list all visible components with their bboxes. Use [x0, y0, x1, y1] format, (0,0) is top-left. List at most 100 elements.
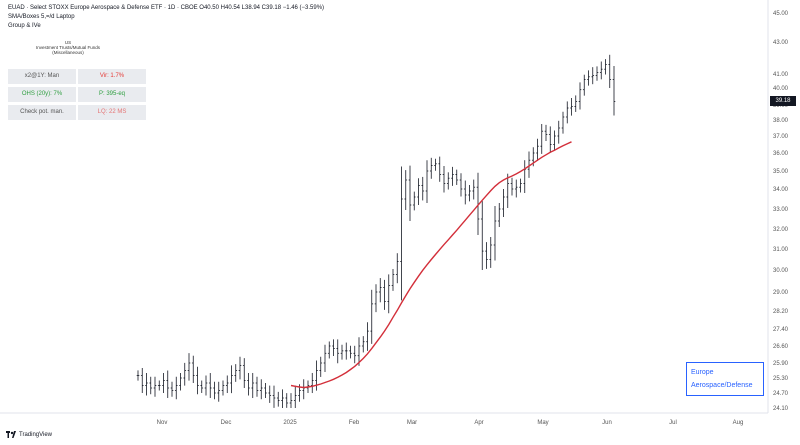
ohlc-bar: [259, 379, 263, 400]
price-tick-label: 24.70: [773, 391, 789, 397]
time-axis[interactable]: Nov Dec 2025 Feb Mar Apr May Jun Jul Aug: [157, 420, 744, 426]
price-tick-label: 28.20: [773, 309, 789, 315]
price-tick-label: 34.00: [773, 187, 789, 193]
time-tick-label: May: [537, 420, 548, 426]
ohlc-bar: [442, 166, 446, 193]
ohlc-bar: [196, 366, 199, 395]
ohlc-bar: [485, 242, 488, 269]
price-tick-label: 29.00: [773, 290, 789, 296]
stats-row: Check pot. man. LQ: 22 MS: [8, 105, 146, 120]
ohlc-bar: [336, 339, 340, 364]
ohlc-bar: [591, 67, 595, 85]
price-axis[interactable]: 24.10 24.70 25.30 25.90 26.60 27.40 28.20 29.00…: [773, 11, 789, 412]
ohlc-bar: [446, 172, 450, 190]
ohlc-bar: [506, 173, 510, 208]
ohlc-bar: [412, 191, 416, 211]
time-tick-label: Mar: [407, 420, 417, 426]
ohlc-bar: [208, 373, 212, 398]
ohlc-bar: [540, 124, 544, 154]
ohlc-bar: [251, 372, 255, 399]
group-line[interactable]: Group & IVe: [8, 23, 41, 29]
ohlc-bar: [468, 185, 471, 202]
price-tick-label: 43.00: [773, 40, 789, 46]
ohlc-bar: [519, 178, 522, 193]
stats-row: OHS (20y): 7% P: 395-eq: [8, 87, 146, 102]
ohlc-bar: [408, 165, 412, 221]
price-tick-label: 39.00: [773, 103, 789, 109]
price-tick-label: 30.00: [773, 268, 789, 274]
ohlc-bar: [378, 278, 382, 303]
ohlc-bar: [391, 268, 395, 291]
ohlc-bar: [366, 322, 369, 351]
ohlc-bar: [455, 169, 459, 185]
ohlc-bar: [187, 353, 191, 381]
ohlc-bar: [497, 203, 501, 227]
ohlc-bar: [404, 170, 408, 210]
chart-header: EUAD · Select STOXX Europe Aerospace & D…: [8, 4, 324, 31]
indicator-line[interactable]: SMA/Boxes 5,=/d Laptop: [8, 14, 75, 20]
time-tick-label: 2025: [283, 420, 297, 426]
price-tick-label: 37.00: [773, 134, 789, 140]
price-tick-label: 41.00: [773, 72, 789, 78]
ohlc-bar: [179, 372, 182, 391]
price-tick-label: 36.00: [773, 151, 789, 157]
ohlc-bar: [264, 383, 267, 398]
legend-line2: Aerospace/Defense: [691, 382, 753, 389]
ohlc-bar: [136, 370, 140, 381]
ohlc-bar: [608, 54, 612, 88]
ohlc-bar: [302, 379, 306, 400]
ohlc-bar: [544, 124, 548, 142]
sector-industry: Investment Trusts/Mutual Funds: [35, 45, 101, 50]
price-tick-label: 25.30: [773, 376, 789, 382]
price-tick-label: 32.00: [773, 227, 789, 233]
ohlc-bar: [238, 356, 242, 380]
ohlc-bar: [383, 279, 386, 310]
ohlc-bar: [268, 385, 272, 403]
ohlc-bar: [170, 381, 174, 397]
stat-cell: P: 395-eq: [78, 87, 146, 102]
time-tick-label: Dec: [221, 420, 232, 426]
ohlc-bar: [242, 358, 246, 388]
time-tick-label: Jul: [669, 420, 677, 426]
stat-cell: Check pot. man.: [8, 105, 76, 120]
logo-text: TradingView: [19, 431, 53, 438]
ohlc-bar: [582, 74, 586, 96]
ohlc-bar: [153, 376, 157, 397]
ohlc-bar: [476, 172, 480, 235]
stat-cell: OHS (20y): 7%: [8, 87, 76, 102]
ohlc-bar: [327, 341, 331, 359]
ohlc-bar: [561, 111, 565, 134]
tradingview-logo[interactable]: TradingView: [6, 431, 52, 438]
ohlc-bar: [451, 166, 454, 186]
ohlc-bar: [310, 372, 314, 394]
ohlc-bar: [510, 177, 514, 196]
ohlc-bar: [162, 372, 165, 394]
ohlc-bar: [353, 345, 357, 364]
time-tick-label: Feb: [349, 420, 360, 426]
ohlc-bar: [374, 284, 378, 313]
ohlc-bar: [557, 120, 561, 144]
ohlc-bar: [434, 158, 437, 171]
ohlc-bar: [166, 370, 170, 398]
legend-line1: Europe: [691, 369, 714, 376]
ohlc-bar: [200, 380, 204, 393]
ohlc-bar: [387, 274, 391, 314]
stat-cell: Vir: 1.7%: [78, 69, 146, 84]
time-tick-label: Jun: [602, 420, 612, 426]
ohlc-bar: [255, 376, 259, 397]
price-tick-label: 45.00: [773, 11, 789, 17]
stat-cell: x2@1Y: Man: [8, 69, 76, 84]
ohlc-bar: [578, 82, 582, 110]
ohlc-bar: [395, 253, 399, 284]
ohlc-bar: [289, 393, 293, 408]
ohlc-bar: [349, 345, 352, 359]
time-tick-label: Aug: [733, 420, 744, 426]
symbol-title[interactable]: EUAD · Select STOXX Europe Aerospace & D…: [8, 5, 325, 11]
ohlc-bar: [293, 385, 297, 408]
ohlc-bar: [221, 380, 225, 396]
ohlc-bar: [587, 70, 590, 86]
time-tick-label: Apr: [474, 420, 483, 426]
ohlc-bar: [140, 368, 144, 393]
price-tick-label: 27.40: [773, 327, 789, 333]
